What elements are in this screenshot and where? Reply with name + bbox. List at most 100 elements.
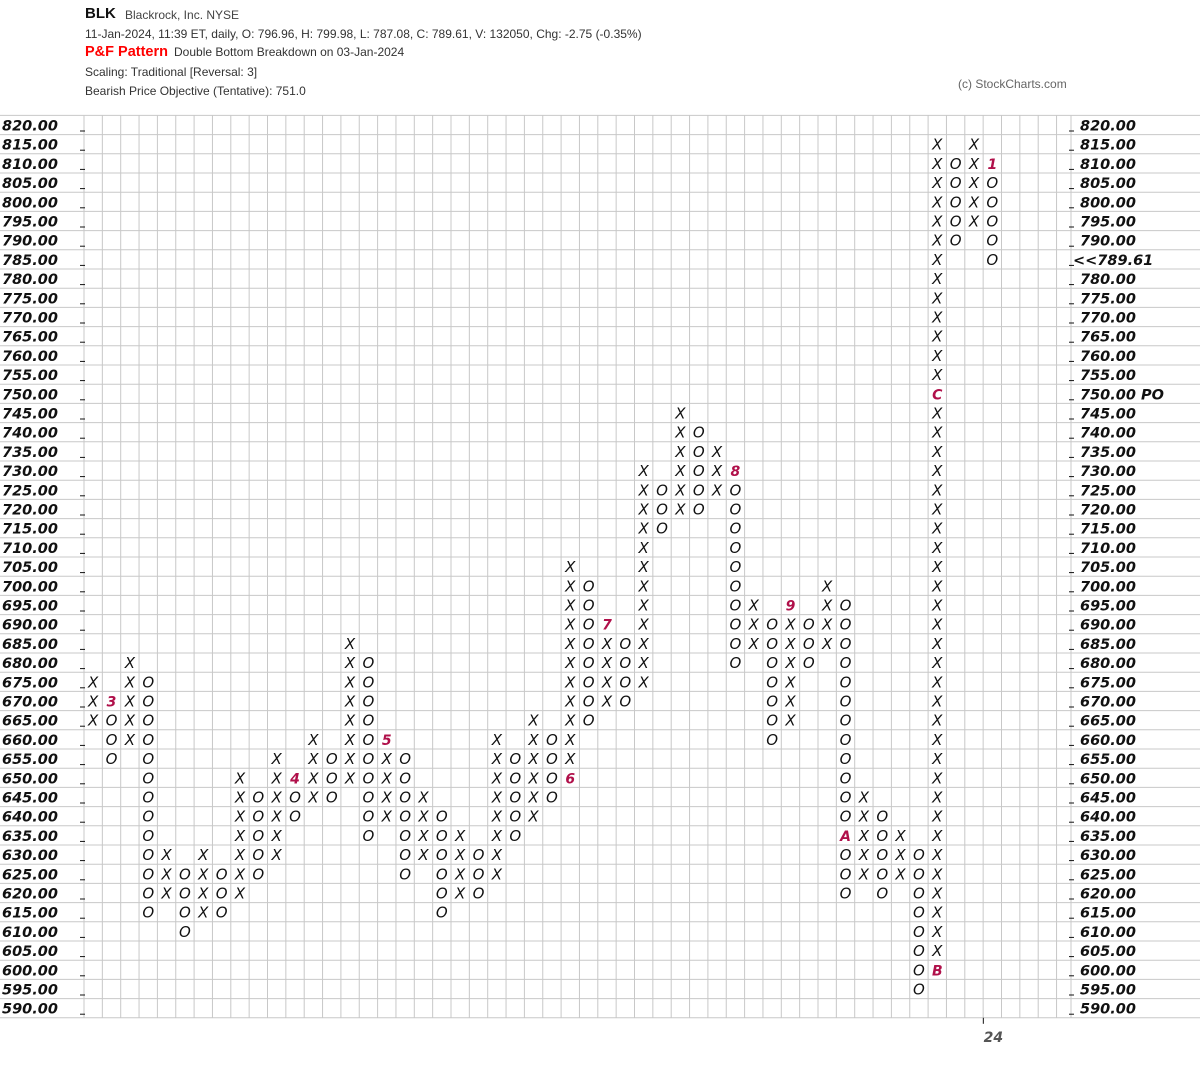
o-box: O [766, 693, 778, 711]
right-axis-label: 620.00 [1080, 887, 1136, 903]
o-box: O [473, 865, 485, 883]
o-box: O [766, 635, 778, 653]
x-box: X [674, 481, 686, 499]
x-box: X [564, 558, 576, 576]
right-axis-label: 640.00 [1080, 810, 1136, 826]
o-box: O [363, 673, 375, 691]
x-box: X [711, 481, 723, 499]
left-axis-label: 635.00 [2, 829, 58, 845]
left-axis-label: 725.00 [2, 483, 58, 499]
o-box: O [289, 789, 301, 807]
right-axis-label: 820.00 [1080, 119, 1136, 135]
x-box: X [491, 846, 503, 864]
o-box: O [216, 865, 228, 883]
x-box: X [931, 424, 943, 442]
o-box: O [363, 827, 375, 845]
x-box: X [931, 789, 943, 807]
x-box: X [381, 808, 393, 826]
x-box: X [564, 750, 576, 768]
x-box: X [931, 155, 943, 173]
right-axis-label: 755.00 [1080, 368, 1136, 384]
ticker-symbol: BLK [85, 5, 116, 22]
o-box: O [252, 846, 264, 864]
x-box: X [638, 577, 650, 595]
left-axis-label: 620.00 [2, 887, 58, 903]
o-box: O [363, 789, 375, 807]
x-box: X [931, 347, 943, 365]
o-box: O [142, 712, 154, 730]
x-box: X [491, 769, 503, 787]
right-axis-label: 625.00 [1080, 867, 1136, 883]
x-box: X [894, 827, 906, 845]
o-box: O [619, 635, 631, 653]
month-label: 6 [565, 771, 575, 787]
x-box: X [271, 769, 283, 787]
month-label: 3 [107, 695, 117, 711]
x-box: X [968, 155, 980, 173]
o-box: O [583, 712, 595, 730]
o-box: O [289, 808, 301, 826]
o-box: O [142, 846, 154, 864]
x-box: X [858, 827, 870, 845]
x-box: X [931, 693, 943, 711]
x-box: X [564, 616, 576, 634]
x-box: X [454, 865, 466, 883]
x-box: X [931, 328, 943, 346]
o-box: O [693, 462, 705, 480]
right-axis-label: 635.00 [1080, 829, 1136, 845]
x-box: X [638, 539, 650, 557]
right-axis-label: 765.00 [1080, 330, 1136, 346]
o-box: O [913, 904, 925, 922]
x-box: X [931, 366, 943, 384]
copyright: (c) StockCharts.com [958, 77, 1067, 91]
o-box: O [436, 885, 448, 903]
x-box: X [931, 846, 943, 864]
pattern-line: P&F Pattern Double Bottom Breakdown on 03… [85, 44, 404, 60]
x-box: X [527, 731, 539, 749]
left-axis-label: 630.00 [2, 848, 58, 864]
x-box: X [417, 789, 429, 807]
right-axis-label: 810.00 [1080, 157, 1136, 173]
o-box: O [473, 885, 485, 903]
left-axis-label: 650.00 [2, 771, 58, 787]
x-box: X [784, 616, 796, 634]
x-box: X [931, 481, 943, 499]
o-box: O [913, 961, 925, 979]
x-box: X [564, 731, 576, 749]
month-label: C [932, 387, 943, 403]
right-axis-label: 670.00 [1080, 695, 1136, 711]
o-box: O [363, 750, 375, 768]
x-box: X [381, 750, 393, 768]
x-box: X [784, 673, 796, 691]
o-box: O [730, 597, 742, 615]
x-box: X [638, 654, 650, 672]
x-box: X [638, 520, 650, 538]
company-name: Blackrock, Inc. NYSE [125, 8, 240, 22]
right-axis-label: 715.00 [1080, 522, 1136, 538]
right-axis-label: 710.00 [1080, 541, 1136, 557]
left-axis-label: 705.00 [2, 560, 58, 576]
o-box: O [363, 693, 375, 711]
x-box: X [931, 673, 943, 691]
x-box: X [931, 731, 943, 749]
right-axis-label: 780.00 [1080, 272, 1136, 288]
o-box: O [656, 520, 668, 538]
o-box: O [436, 904, 448, 922]
left-axis-label: 755.00 [2, 368, 58, 384]
x-box: X [748, 635, 760, 653]
left-axis-label: 660.00 [2, 733, 58, 749]
x-box: X [858, 789, 870, 807]
o-box: O [546, 789, 558, 807]
left-axis-label: 805.00 [2, 176, 58, 192]
o-box: O [766, 731, 778, 749]
x-box: X [858, 846, 870, 864]
scaling-info: Scaling: Traditional [Reversal: 3] [85, 65, 258, 79]
o-box: O [986, 174, 998, 192]
o-box: O [913, 865, 925, 883]
x-box: X [344, 769, 356, 787]
x-box: X [271, 808, 283, 826]
x-box: X [968, 136, 980, 154]
x-box: X [491, 750, 503, 768]
o-box: O [730, 481, 742, 499]
x-box: X [748, 597, 760, 615]
